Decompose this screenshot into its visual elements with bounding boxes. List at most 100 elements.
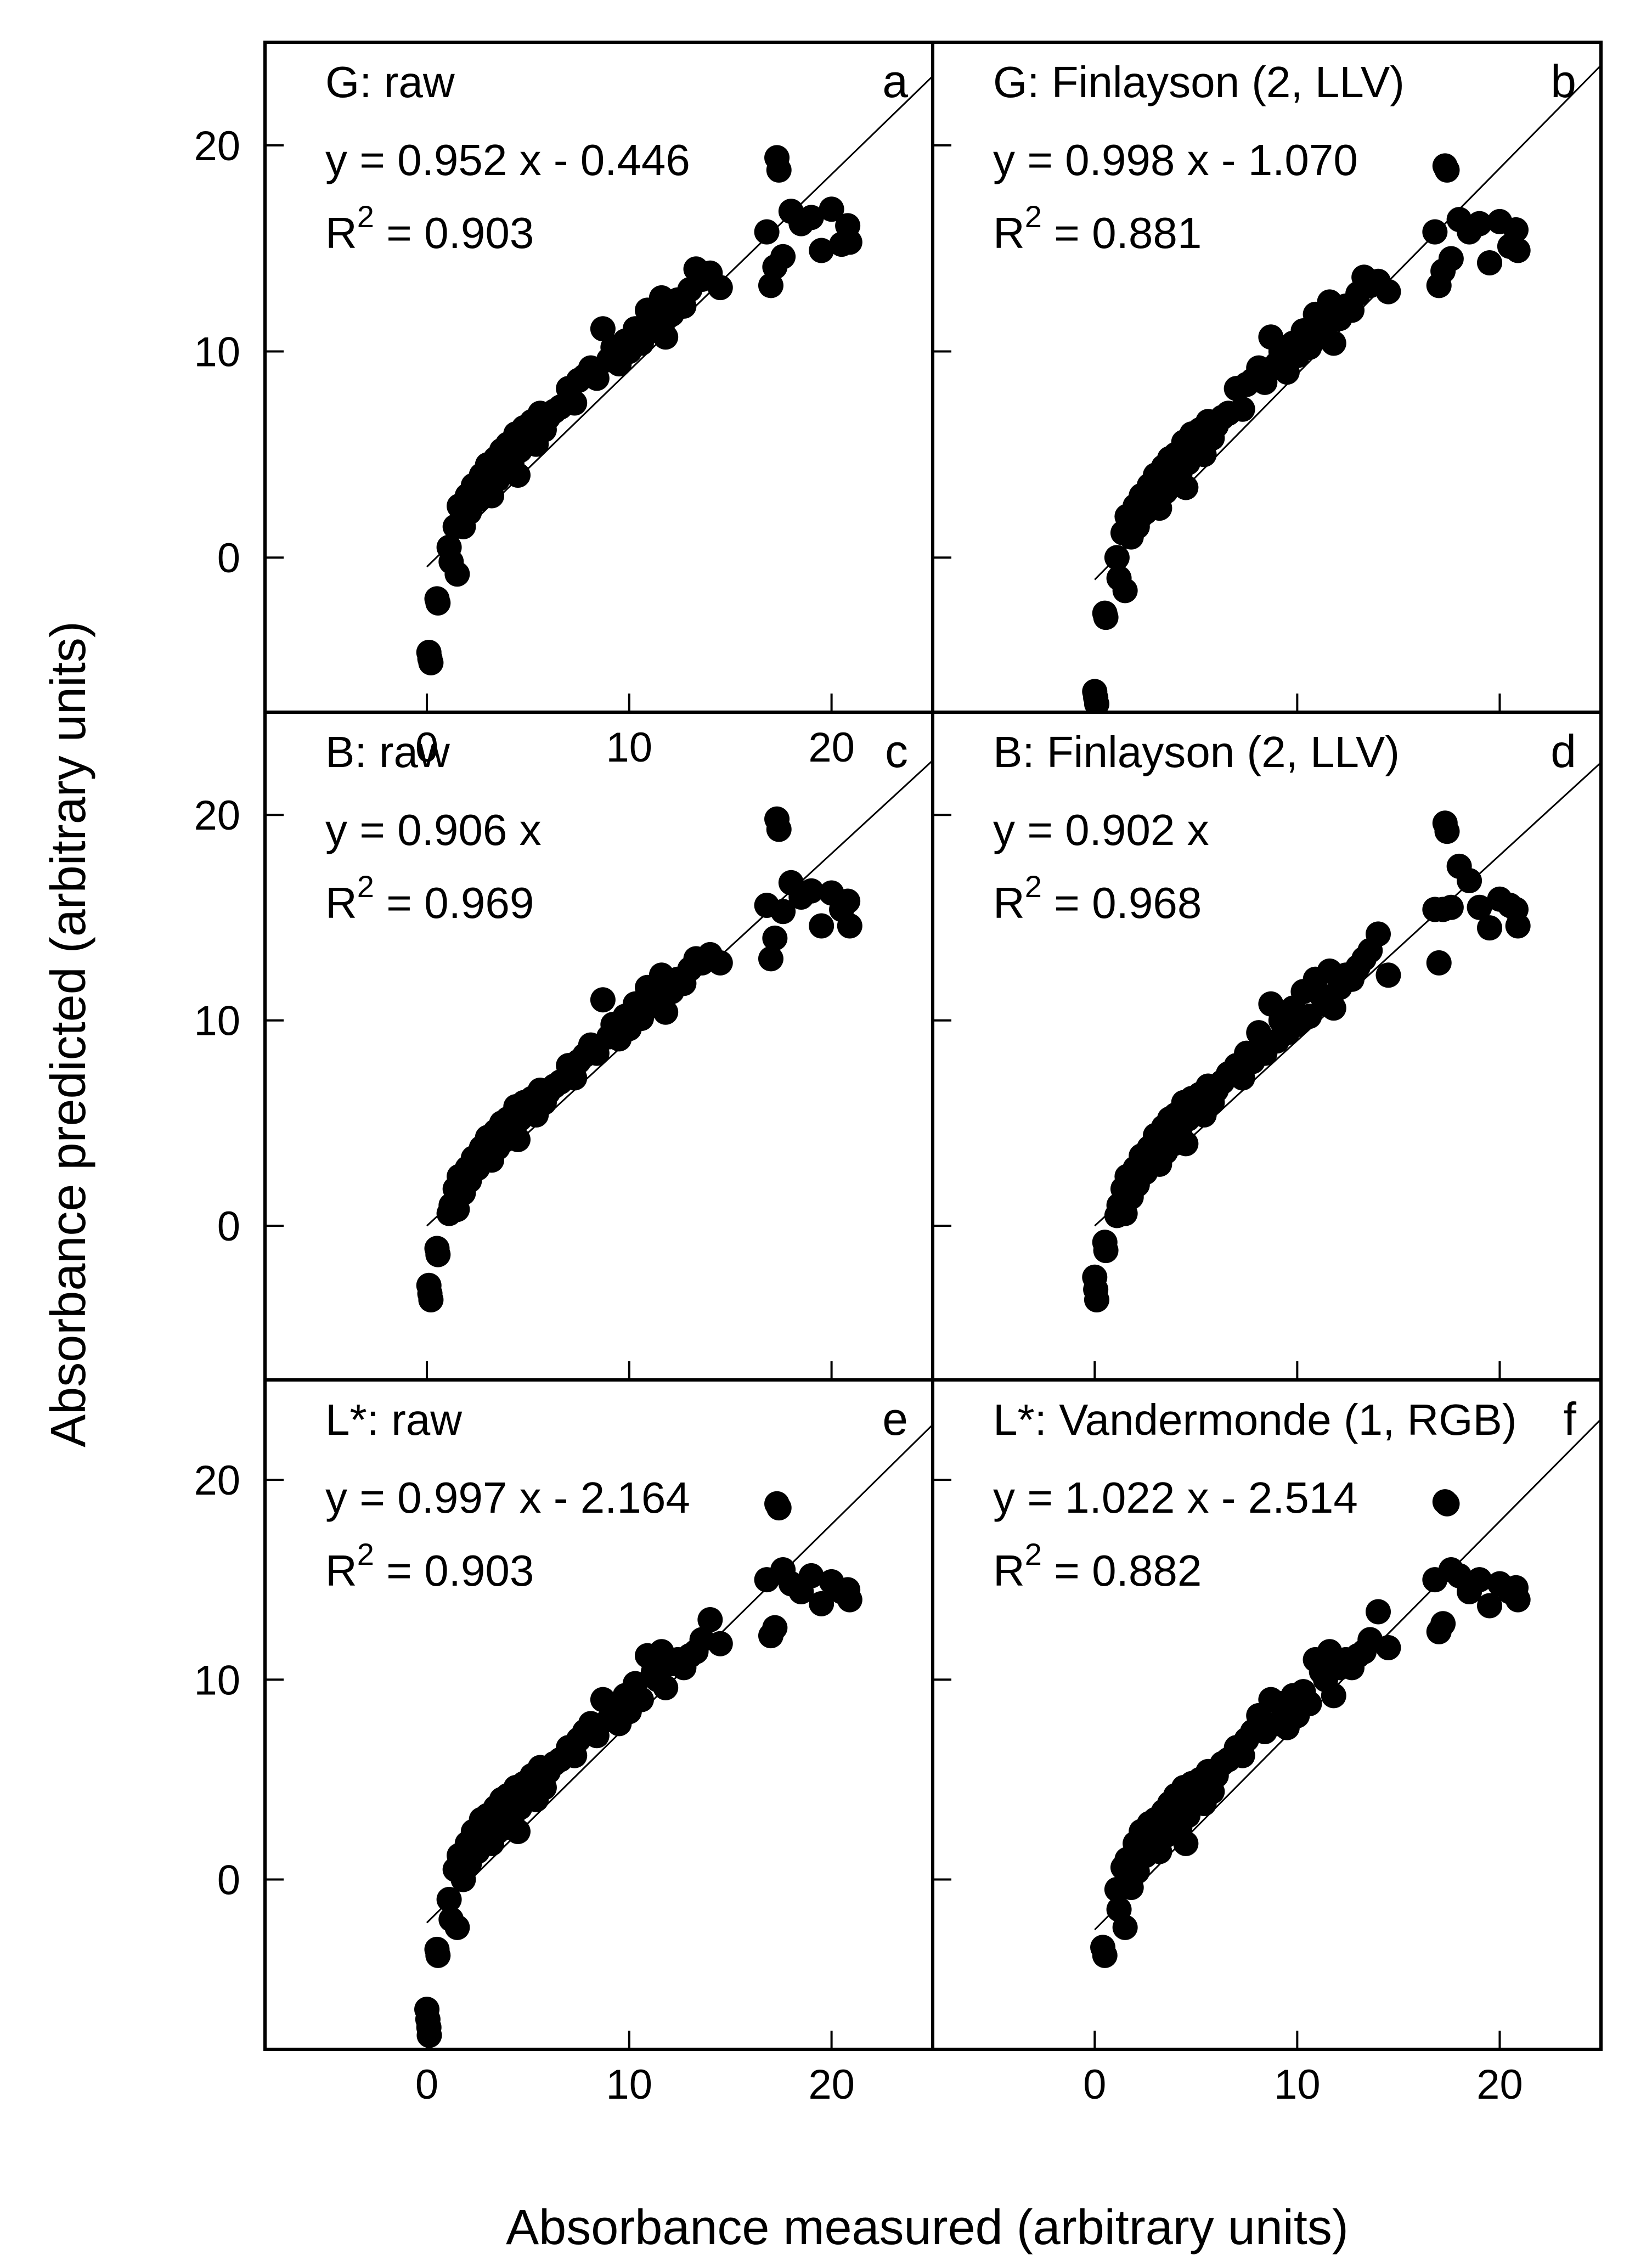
r-squared-symbol: R [993,208,1025,257]
data-point [1467,894,1492,920]
data-points [1082,153,1531,712]
data-point [809,238,835,263]
data-point [1503,217,1529,243]
data-point [707,275,733,301]
panel-letter: d [1550,725,1576,777]
r-squared-symbol: R [325,208,357,257]
r-squared-exponent: 2 [357,869,374,904]
panel-letter: e [882,1393,908,1445]
panel-b: G: Finlayson (2, LLV) y = 0.998 x - 1.070… [931,41,1603,714]
data-point [766,1495,792,1521]
r-squared-symbol: R [993,878,1025,927]
data-point [1093,605,1119,630]
r-squared-exponent: 2 [357,1537,374,1571]
y-tick-label: 10 [194,998,240,1045]
data-points [416,806,862,1312]
fit-equation: y = 0.952 x - 0.446 [325,136,690,184]
data-point [1173,1830,1199,1856]
y-tick-label: 20 [194,1457,240,1504]
data-point [653,324,679,350]
fit-equation: y = 0.906 x [325,805,542,854]
r-squared-exponent: 2 [1025,1537,1042,1571]
data-point [1467,211,1492,236]
data-point [505,462,531,488]
y-tick-label: 0 [217,1203,240,1250]
r-squared: R2 = 0.968 [993,869,1202,927]
data-point [707,950,733,976]
data-point [653,1675,679,1700]
r-squared: R2 = 0.881 [993,199,1202,257]
data-point [809,913,835,939]
panel-letter: a [882,55,908,107]
data-point [1434,157,1460,183]
data-points [1082,810,1531,1312]
data-point [1438,246,1464,272]
data-point [762,1615,788,1641]
data-points [1090,1489,1531,1968]
data-point [766,816,792,842]
panel-d: B: Finlayson (2, LLV) y = 0.902 x R2 = 0.9… [931,711,1603,1382]
data-point [1375,1635,1401,1660]
data-point [1477,915,1502,941]
r-squared-exponent: 2 [357,199,374,234]
data-point [590,316,616,342]
fit-equation: y = 0.902 x [993,805,1209,854]
data-point [1505,1587,1531,1613]
fit-equation: y = 0.997 x - 2.164 [325,1473,690,1522]
data-point [762,925,788,951]
data-point [590,987,616,1013]
x-tick-label: 20 [808,724,855,771]
fit-equation: y = 0.998 x - 1.070 [993,136,1358,184]
data-point [770,244,796,269]
data-point [505,1126,531,1152]
data-point [837,913,862,939]
r-squared-value: = 0.968 [1042,878,1202,927]
panel-e: 0 10 20 0 10 20 L*: raw y = 0.997 x - 2.164 R2 =… [194,1378,934,2108]
data-point [425,590,451,616]
panel-title: G: Finlayson (2, LLV) [993,58,1405,106]
r-squared-value: = 0.882 [1042,1546,1202,1595]
data-point [697,1607,723,1633]
data-point [1112,578,1138,604]
x-tick-label: 0 [1083,2061,1106,2108]
data-point [837,229,862,255]
data-point [1375,962,1401,988]
data-point [628,1687,654,1712]
data-point [416,2022,442,2048]
r-squared-value: = 0.881 [1042,208,1202,257]
y-tick-label: 0 [217,535,240,582]
panel-title: B: Finlayson (2, LLV) [993,728,1400,776]
data-point [1173,475,1199,500]
data-point [1112,1914,1138,1940]
panel-frame [931,1378,1603,2051]
data-point [425,1242,451,1267]
data-point [418,650,444,675]
panel-letter: b [1550,55,1576,107]
r-squared: R2 = 0.882 [993,1537,1202,1595]
data-point [505,1819,531,1845]
data-point [754,219,780,245]
data-point [1093,1238,1119,1264]
data-point [766,157,792,183]
data-point [584,365,610,391]
y-tick-label: 10 [194,329,240,376]
data-point [798,1563,824,1588]
data-point [1477,250,1502,275]
data-point [1173,1131,1199,1157]
fit-equation: y = 1.022 x - 2.514 [993,1473,1358,1522]
data-point [758,946,783,972]
data-point [418,1287,444,1312]
panel-title: B: raw [325,728,450,776]
panel-letter: c [885,725,908,777]
data-point [798,878,824,904]
data-point [1366,1599,1391,1625]
x-axis-title: Absorbance measured (arbitrary units) [506,2200,1349,2255]
data-point [425,1942,451,1968]
r-squared-value: = 0.969 [374,878,534,927]
data-point [444,561,470,587]
r-squared-symbol: R [325,1546,357,1595]
x-tick-label: 0 [415,724,438,771]
